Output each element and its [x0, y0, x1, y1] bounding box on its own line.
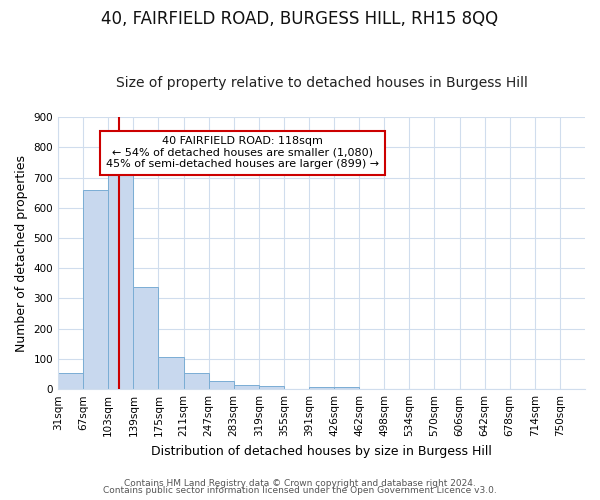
Text: 40 FAIRFIELD ROAD: 118sqm
← 54% of detached houses are smaller (1,080)
45% of se: 40 FAIRFIELD ROAD: 118sqm ← 54% of detac…	[106, 136, 379, 170]
Bar	[83, 190, 108, 389]
Text: Contains public sector information licensed under the Open Government Licence v3: Contains public sector information licen…	[103, 486, 497, 495]
Bar	[184, 374, 209, 389]
Text: Contains HM Land Registry data © Crown copyright and database right 2024.: Contains HM Land Registry data © Crown c…	[124, 478, 476, 488]
Bar	[334, 387, 359, 389]
Bar	[209, 381, 233, 389]
Y-axis label: Number of detached properties: Number of detached properties	[15, 154, 28, 352]
Bar	[158, 356, 184, 389]
Bar	[108, 164, 133, 389]
X-axis label: Distribution of detached houses by size in Burgess Hill: Distribution of detached houses by size …	[151, 444, 492, 458]
Bar	[233, 384, 259, 389]
Text: 40, FAIRFIELD ROAD, BURGESS HILL, RH15 8QQ: 40, FAIRFIELD ROAD, BURGESS HILL, RH15 8…	[101, 10, 499, 28]
Bar	[259, 386, 284, 389]
Bar	[58, 372, 83, 389]
Bar	[133, 287, 158, 389]
Bar	[309, 387, 334, 389]
Title: Size of property relative to detached houses in Burgess Hill: Size of property relative to detached ho…	[116, 76, 527, 90]
